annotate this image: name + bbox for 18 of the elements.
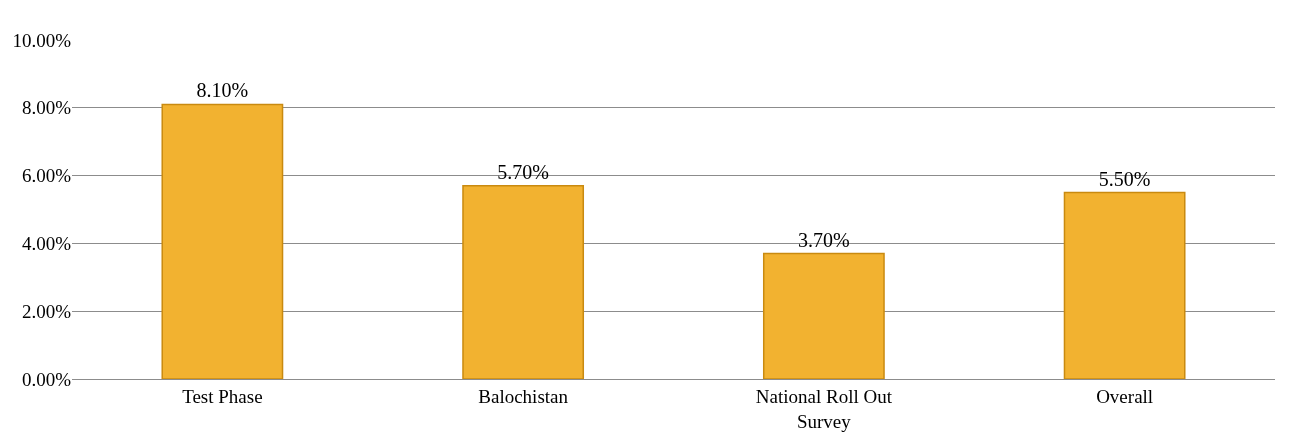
bar <box>762 252 885 379</box>
x-tick-label: Overall <box>1096 385 1154 407</box>
x-tick-label: Balochistan <box>478 385 569 407</box>
data-label: 8.10% <box>196 79 249 102</box>
bar <box>161 103 284 379</box>
x-tick-label: Test Phase <box>182 385 263 407</box>
y-tick-label: 6.00% <box>21 165 72 187</box>
x-tick-label: National Roll Out Survey <box>755 385 893 432</box>
y-tick-label: 10.00% <box>12 29 72 51</box>
y-tick-label: 0.00% <box>21 368 72 390</box>
y-tick-label: 4.00% <box>21 233 72 255</box>
data-label: 5.50% <box>1098 167 1151 190</box>
data-label: 5.70% <box>497 160 549 183</box>
bar <box>1063 191 1186 379</box>
y-tick-label: 8.00% <box>21 97 72 119</box>
bar <box>462 185 585 379</box>
y-tick-label: 2.00% <box>21 300 72 322</box>
data-label: 3.70% <box>798 228 850 251</box>
